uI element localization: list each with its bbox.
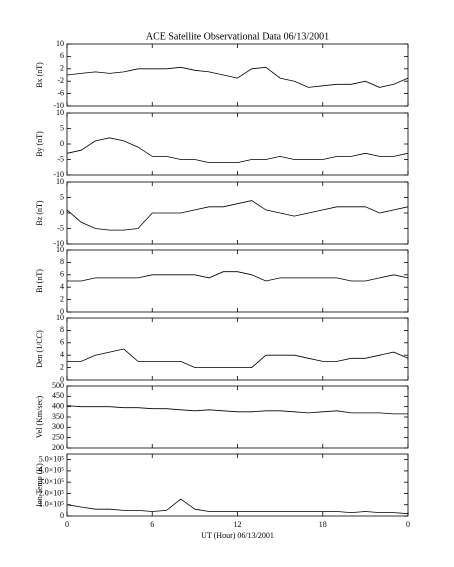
- y-axis-label: Bx (nT): [35, 62, 44, 88]
- y-axis-label: By (nT): [35, 131, 44, 157]
- data-line: [66, 405, 408, 415]
- panel-frame: [66, 181, 409, 245]
- y-tick-label: 0: [60, 307, 64, 316]
- x-tick-label: 0: [406, 520, 410, 529]
- data-line: [66, 498, 409, 515]
- y-tick-label: 6: [60, 270, 64, 279]
- data-line: [66, 200, 409, 231]
- y-tick-label: 10: [56, 39, 64, 48]
- x-axis-label: UT (Hour) 06/13/2001: [201, 531, 274, 540]
- y-tick-label: 2.0×10⁵: [39, 488, 65, 497]
- y-tick-label: 200: [52, 443, 64, 452]
- y-tick-label: 0: [60, 139, 64, 148]
- y-tick-label: -5: [57, 223, 64, 232]
- y-tick-label: 350: [52, 412, 64, 421]
- y-tick-label: 300: [52, 422, 64, 431]
- y-tick-label: -10: [53, 239, 64, 248]
- y-tick-label: 4: [60, 350, 64, 359]
- y-tick-label: 2: [60, 362, 64, 371]
- y-tick-label: -10: [53, 170, 64, 179]
- y-tick-label: -6: [57, 88, 64, 97]
- panel-frame: [66, 453, 409, 517]
- y-axis-label: Ion Temp (K): [35, 463, 44, 507]
- y-tick-label: 3.0×10⁵: [39, 477, 65, 486]
- y-axis-label: Den (1/CC): [35, 330, 44, 368]
- y-tick-label: 450: [52, 391, 64, 400]
- y-tick-label: 0: [60, 375, 64, 384]
- y-tick-label: 5: [60, 192, 64, 201]
- y-tick-label: 4.0×10⁵: [39, 466, 65, 475]
- y-axis-label: Bz (nT): [35, 200, 44, 225]
- chart-title: ACE Satellite Observational Data 06/13/2…: [146, 31, 329, 42]
- y-tick-label: 10: [56, 177, 64, 186]
- y-tick-label: 5: [60, 123, 64, 132]
- x-tick-label: 0: [65, 520, 69, 529]
- panel-frame: [66, 317, 409, 381]
- y-tick-label: -10: [53, 101, 64, 110]
- y-tick-label: 6: [60, 338, 64, 347]
- y-tick-label: 250: [52, 432, 64, 441]
- panel-frame: [66, 43, 409, 107]
- y-tick-label: 4: [60, 282, 64, 291]
- panel-frame: [66, 112, 409, 176]
- y-tick-label: 10: [56, 313, 64, 322]
- y-tick-label: -5: [57, 154, 64, 163]
- y-tick-label: 10: [56, 245, 64, 254]
- y-tick-label: 2: [60, 64, 64, 73]
- y-tick-label: -2: [57, 76, 64, 85]
- data-line: [67, 271, 409, 282]
- y-tick-label: 10: [56, 108, 64, 117]
- y-tick-label: 1.0×10⁵: [39, 500, 65, 509]
- y-tick-label: 500: [52, 381, 64, 390]
- y-tick-label: 8: [60, 325, 64, 334]
- x-tick-label: 6: [150, 520, 154, 529]
- y-tick-label: 400: [52, 401, 64, 410]
- y-axis-label: Bt (nT): [35, 269, 44, 293]
- y-tick-label: 8: [60, 257, 64, 266]
- x-tick-label: 12: [234, 520, 242, 529]
- data-line: [67, 348, 409, 368]
- y-axis-label: Vel (Km/sec): [35, 395, 44, 438]
- y-tick-label: 2: [60, 294, 64, 303]
- x-tick-label: 18: [319, 520, 327, 529]
- y-tick-label: 5.0×10⁵: [39, 454, 65, 463]
- y-tick-label: 0: [60, 511, 64, 520]
- y-tick-label: 6: [60, 51, 64, 60]
- y-tick-label: 0: [60, 208, 64, 217]
- panel-frame: [66, 385, 409, 449]
- data-line: [66, 137, 409, 163]
- data-line: [66, 66, 409, 88]
